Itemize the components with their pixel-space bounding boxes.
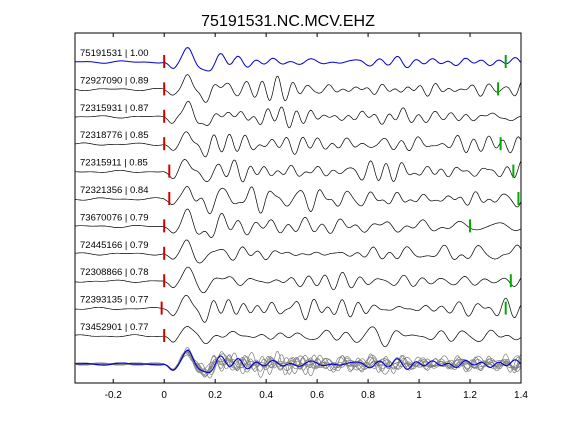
x-tick-label: 0 (161, 390, 167, 401)
trace-label: 72393135 | 0.77 (80, 295, 149, 306)
trace-label: 75191531 | 1.00 (80, 48, 149, 59)
x-tick-label: 1.4 (514, 390, 528, 401)
trace-label: 73670076 | 0.79 (80, 212, 149, 223)
trace-label: 72318776 | 0.85 (80, 130, 149, 141)
trace-line (74, 239, 521, 264)
trace-line (74, 131, 521, 158)
x-tick-label: -0.2 (105, 390, 123, 401)
x-axis: -0.2 0 0.2 0.4 0.6 0.8 1 1.2 1.4 (105, 33, 528, 401)
x-tick-label: 0.6 (310, 390, 324, 401)
trace-label: 72445166 | 0.79 (80, 240, 149, 251)
trace-line (74, 186, 521, 215)
trace-line (74, 74, 521, 103)
x-tick-label: 0.8 (361, 390, 375, 401)
trace-label: 72927090 | 0.89 (80, 75, 149, 86)
trace-label: 73452901 | 0.77 (80, 322, 149, 333)
x-tick-label: 0.2 (208, 390, 222, 401)
trace-line (74, 326, 521, 348)
trace-label-group: 75191531 | 1.00 72927090 | 0.89 72315931 |… (80, 48, 149, 333)
trace-line (74, 294, 521, 323)
x-tick-label: 1 (416, 390, 422, 401)
stack-reference-line (75, 349, 521, 374)
trace-label: 72321356 | 0.84 (80, 185, 149, 196)
x-tick-label: 0.4 (259, 390, 273, 401)
trace-line (74, 266, 521, 294)
x-tick-label: 1.2 (463, 390, 477, 401)
trace-label: 72315911 | 0.85 (80, 158, 148, 169)
trace-line (75, 47, 521, 72)
trace-group (74, 47, 521, 348)
trace-line (74, 159, 521, 183)
trace-label: 72308866 | 0.78 (80, 267, 149, 278)
trace-line (74, 208, 521, 238)
stacked-traces-group (74, 347, 521, 379)
trace-line (74, 100, 521, 129)
trace-label: 72315931 | 0.87 (80, 103, 149, 114)
chart-title: 75191531.NC.MCV.EHZ (201, 13, 375, 30)
stack-trace-line (75, 351, 521, 378)
